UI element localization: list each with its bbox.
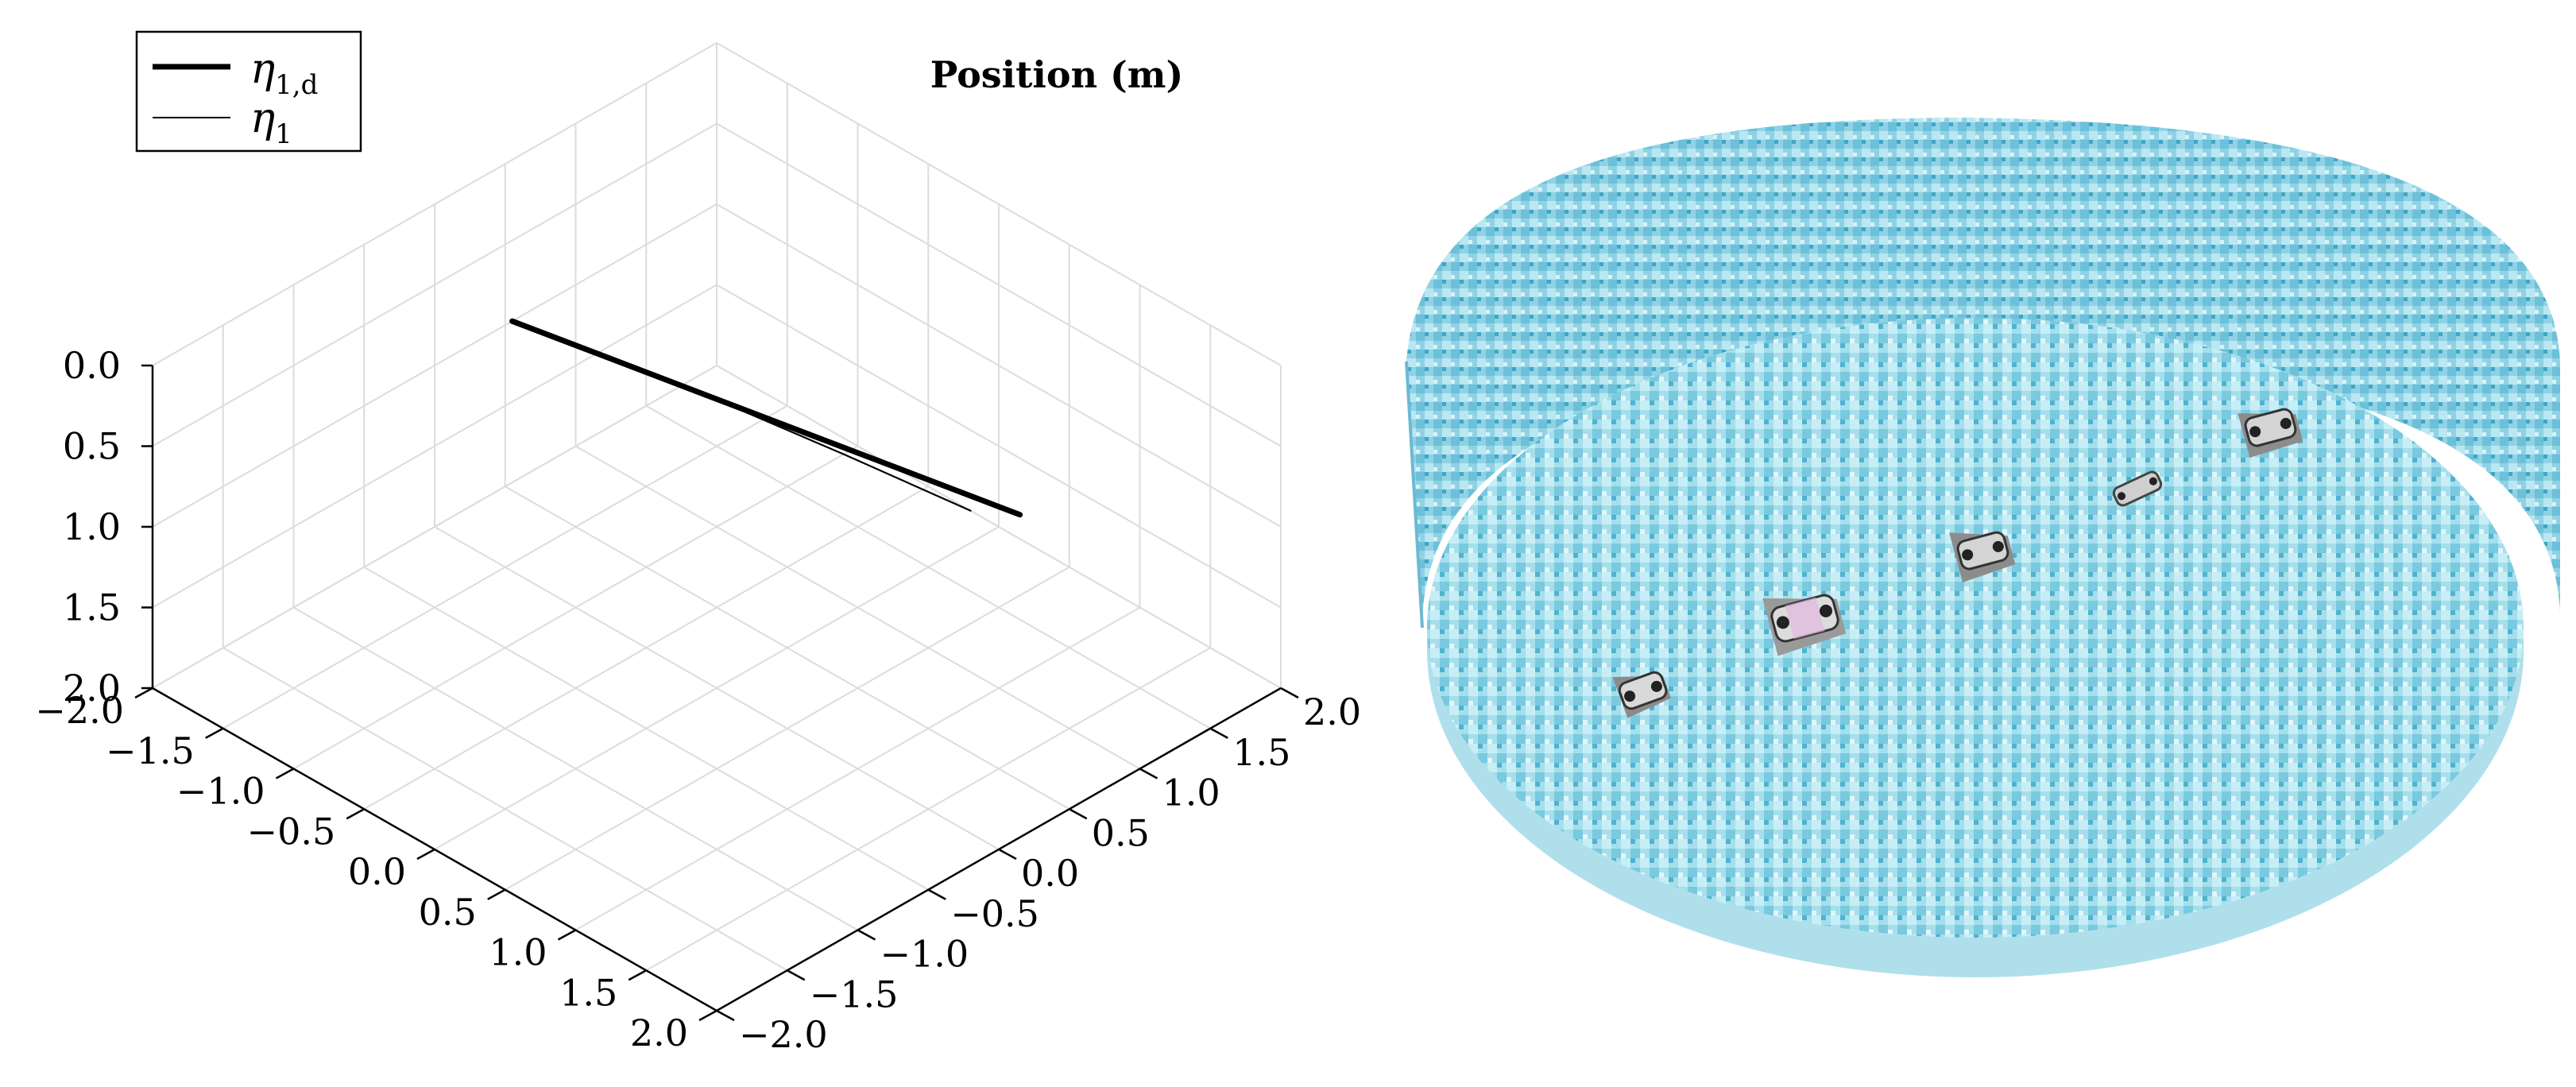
chart-3d: 0.00.51.01.52.0−2.0−1.5−1.0−0.50.00.51.0… bbox=[35, 30, 1361, 1056]
series-2-line bbox=[511, 320, 972, 512]
chart-title: Position (m) bbox=[930, 53, 1183, 96]
tick-labels: 0.00.51.01.52.0−2.0−1.5−1.0−0.50.00.51.0… bbox=[35, 344, 1361, 1056]
grid-wall-left-h bbox=[716, 42, 1282, 366]
y-tick-label: 0.5 bbox=[1092, 811, 1150, 854]
grid-floor bbox=[152, 365, 1282, 1012]
pool-floor bbox=[1427, 318, 2524, 938]
y-tick bbox=[927, 888, 946, 900]
y-tick bbox=[1139, 768, 1158, 779]
y-tick bbox=[1209, 727, 1228, 739]
x-tick-label: −0.5 bbox=[247, 810, 336, 853]
y-tick bbox=[1280, 687, 1299, 699]
z-tick-label: 2.0 bbox=[63, 667, 121, 710]
z-tick-label: 0.0 bbox=[63, 344, 121, 387]
y-tick-label: −0.5 bbox=[950, 892, 1039, 935]
y-tick-label: −2.0 bbox=[739, 1013, 828, 1056]
grid-floor-x bbox=[505, 566, 1070, 891]
x-tick bbox=[557, 929, 577, 941]
x-tick-label: −2.0 bbox=[35, 689, 124, 732]
grid-wall-right-h bbox=[152, 203, 717, 528]
pool-scene bbox=[1405, 118, 2560, 977]
axes bbox=[134, 364, 1299, 1022]
legend-box bbox=[135, 30, 362, 153]
y-tick-label: 1.0 bbox=[1162, 772, 1220, 814]
legend-label-2: η1 bbox=[250, 95, 292, 150]
y-tick bbox=[998, 848, 1017, 861]
grid-floor-x bbox=[575, 606, 1140, 931]
vehicle-1 bbox=[1612, 671, 1672, 718]
grid-wall-left-h bbox=[716, 284, 1282, 609]
x-tick bbox=[698, 1009, 717, 1022]
grid-floor-y bbox=[505, 485, 1070, 810]
z-tick-label: 1.0 bbox=[63, 505, 121, 548]
z-tick-label: 0.5 bbox=[63, 425, 121, 468]
y-tick bbox=[716, 1009, 735, 1022]
grid-wall-left-h bbox=[716, 365, 1282, 689]
x-tick bbox=[628, 969, 647, 981]
y-tick bbox=[787, 969, 806, 981]
vehicle-2 bbox=[1762, 594, 1847, 656]
grid-floor-y bbox=[645, 404, 1211, 729]
vehicle-3 bbox=[1949, 531, 2016, 583]
x-tick-label: 2.0 bbox=[630, 1012, 688, 1054]
y-tick bbox=[1069, 808, 1088, 820]
y-tick-label: 0.0 bbox=[1021, 852, 1079, 895]
grid-wall-left-h bbox=[716, 203, 1282, 528]
z-tick-label: 1.5 bbox=[63, 586, 121, 629]
grid-wall-left-h bbox=[716, 122, 1282, 447]
grid-wall-right-h bbox=[152, 365, 717, 689]
x-tick bbox=[275, 768, 295, 779]
y-tick-label: −1.5 bbox=[810, 973, 899, 1015]
legend-label-1: η1,d bbox=[250, 45, 318, 101]
y-tick-label: −1.0 bbox=[880, 933, 969, 976]
x-tick-label: −1.0 bbox=[176, 770, 265, 813]
grid-floor-y bbox=[575, 445, 1140, 770]
pool-wall bbox=[1406, 118, 2560, 628]
grid-wall-right-h bbox=[152, 284, 717, 609]
legend: η1,d η1 bbox=[135, 30, 362, 153]
x-tick bbox=[346, 808, 365, 820]
grid-floor-x bbox=[645, 647, 1211, 972]
grid-walls bbox=[152, 42, 1282, 689]
y-tick-label: 2.0 bbox=[1303, 690, 1361, 733]
grid-floor-y bbox=[434, 526, 1000, 850]
x-tick bbox=[487, 888, 506, 900]
x-tick-label: 1.5 bbox=[559, 971, 617, 1014]
x-tick bbox=[205, 727, 224, 739]
grid-wall-right-h bbox=[152, 122, 717, 447]
series-lines bbox=[509, 318, 1023, 518]
grid-wall-right-h bbox=[152, 42, 717, 366]
x-tick-label: 0.0 bbox=[348, 850, 406, 893]
pool-wall-edge bbox=[1405, 361, 1424, 629]
vehicle-4 bbox=[2112, 470, 2163, 507]
x-tick-label: −1.5 bbox=[106, 729, 195, 772]
y-tick-label: 1.5 bbox=[1232, 731, 1290, 774]
x-tick bbox=[134, 687, 153, 699]
x-tick bbox=[416, 848, 435, 861]
x-tick-label: 1.0 bbox=[489, 931, 547, 974]
vehicle-5 bbox=[2238, 408, 2303, 458]
y-tick bbox=[857, 929, 876, 941]
x-tick-label: 0.5 bbox=[419, 891, 477, 934]
